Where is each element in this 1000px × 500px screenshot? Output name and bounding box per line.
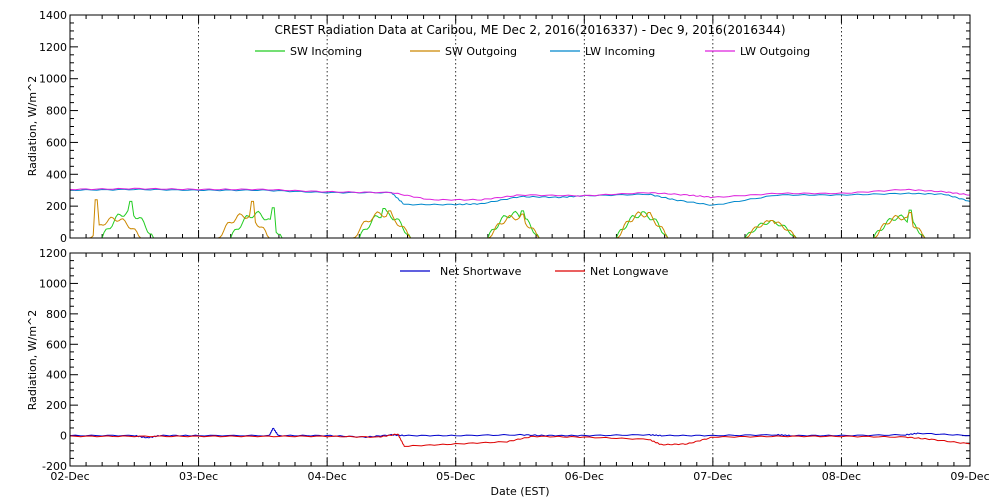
panel-top: 0 200 400 600 800 1000 1200 1400 CREST Radiatio… — [26, 9, 971, 245]
panel-bottom: -200 0 200 400 600 800 1000 1200 02-Dec 03-Dec 04… — [26, 247, 990, 498]
bottom-ytick-label: 0 — [60, 430, 67, 443]
series-line-sw-outgoing — [70, 199, 970, 239]
top-ytick-label: 200 — [46, 200, 67, 213]
series-line-lw-outgoing — [69, 187, 971, 201]
top-y-tick-labels: 0 200 400 600 800 1000 1200 1400 — [39, 9, 67, 245]
bottom-ytick-label: 800 — [46, 308, 67, 321]
legend-label: LW Outgoing — [740, 45, 810, 58]
x-tick-label: 09-Dec — [950, 470, 989, 483]
x-tick-label: 07-Dec — [693, 470, 732, 483]
bottom-gridlines — [198, 253, 842, 466]
bottom-plot-frame — [69, 252, 971, 467]
legend-label: Net Shortwave — [440, 265, 522, 278]
x-tick-labels: 02-Dec 03-Dec 04-Dec 05-Dec 06-Dec 07-Dec 08-D… — [50, 470, 989, 483]
legend-label: Net Longwave — [590, 265, 669, 278]
bottom-ytick-label: 200 — [46, 399, 67, 412]
x-tick-label: 02-Dec — [50, 470, 89, 483]
bottom-ytick-label: 1200 — [39, 247, 67, 260]
top-legend: SW Incoming SW Outgoing LW Incoming LW Outg… — [255, 45, 810, 58]
bottom-ytick-label: 1000 — [39, 277, 67, 290]
top-y-axis-label: Radiation, W/m^2 — [26, 76, 39, 177]
x-tick-label: 03-Dec — [179, 470, 218, 483]
bottom-series — [69, 427, 971, 447]
bottom-ytick-label: -200 — [42, 460, 67, 473]
top-ytick-label: 1400 — [39, 9, 67, 22]
bottom-ytick-label: 400 — [46, 369, 67, 382]
legend-label: SW Incoming — [290, 45, 362, 58]
top-ytick-label: 1000 — [39, 73, 67, 86]
series-line-net-longwave — [69, 433, 971, 447]
bottom-legend: Net Shortwave Net Longwave — [400, 265, 669, 278]
series-line-lw-incoming — [69, 188, 971, 206]
bottom-y-tick-labels: -200 0 200 400 600 800 1000 1200 — [39, 247, 67, 473]
series-line-sw-incoming — [70, 200, 970, 239]
top-ticks — [69, 14, 971, 239]
x-tick-label: 05-Dec — [436, 470, 475, 483]
top-ytick-label: 600 — [46, 136, 67, 149]
top-ytick-label: 800 — [46, 105, 67, 118]
top-plot-frame — [69, 14, 971, 239]
bottom-ytick-label: 600 — [46, 338, 67, 351]
bottom-y-axis-label: Radiation, W/m^2 — [26, 310, 39, 411]
x-tick-label: 04-Dec — [308, 470, 347, 483]
top-series — [69, 187, 971, 239]
top-gridlines — [198, 15, 842, 238]
top-ytick-label: 0 — [60, 232, 67, 245]
legend-label: LW Incoming — [585, 45, 655, 58]
x-tick-label: 08-Dec — [822, 470, 861, 483]
top-ytick-label: 400 — [46, 168, 67, 181]
x-tick-label: 06-Dec — [565, 470, 604, 483]
legend-label: SW Outgoing — [445, 45, 517, 58]
top-ytick-label: 1200 — [39, 41, 67, 54]
x-axis-label: Date (EST) — [490, 485, 549, 498]
top-chart-title: CREST Radiation Data at Caribou, ME Dec … — [274, 23, 785, 37]
